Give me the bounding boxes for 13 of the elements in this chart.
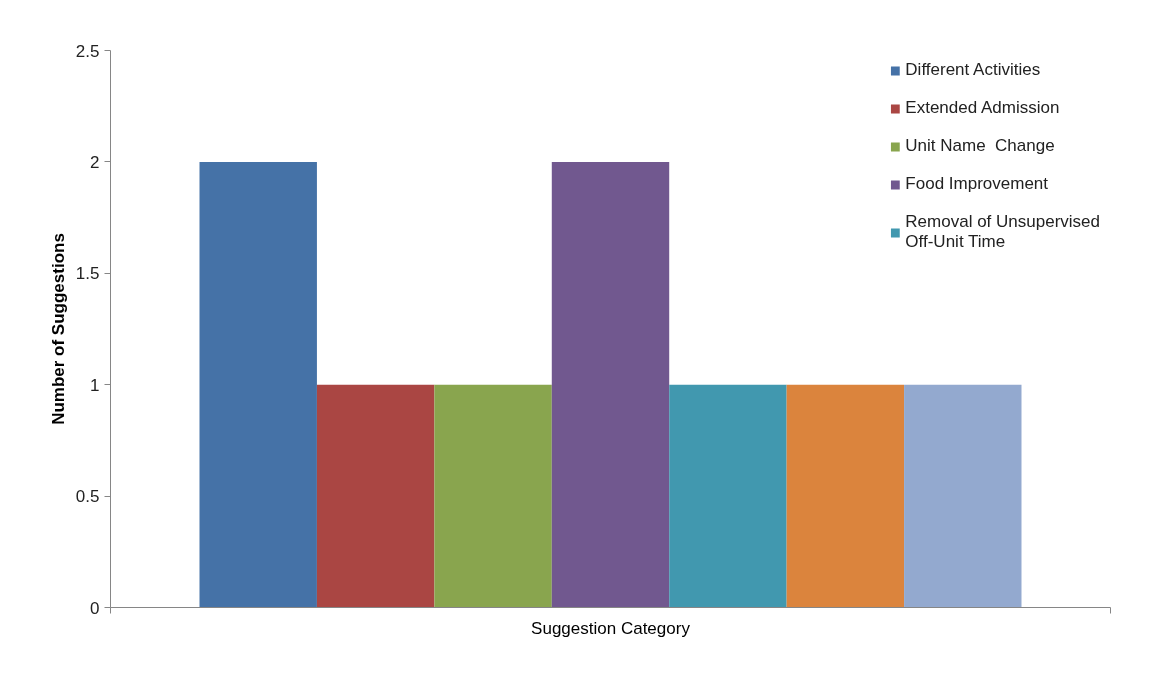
legend-label: Unit Name Change — [905, 136, 1055, 156]
y-tick-label: 0 — [90, 598, 100, 618]
x-axis-title: Suggestion Category — [531, 618, 691, 638]
y-tick-label: 1 — [90, 375, 100, 395]
y-axis-title: Number of Suggestions — [48, 233, 68, 425]
y-tick-label: 2.5 — [75, 41, 100, 61]
y-tick-label: 0.5 — [75, 487, 100, 507]
legend-label: Extended Admission — [905, 98, 1060, 118]
y-tick-label: 2 — [90, 152, 100, 172]
legend-label: Food Improvement — [905, 174, 1049, 194]
legend-label: Removal of Unsupervised Off-Unit Time — [905, 212, 1100, 252]
y-tick-label: 1.5 — [75, 264, 100, 284]
legend-label: Different Activities — [905, 60, 1041, 80]
